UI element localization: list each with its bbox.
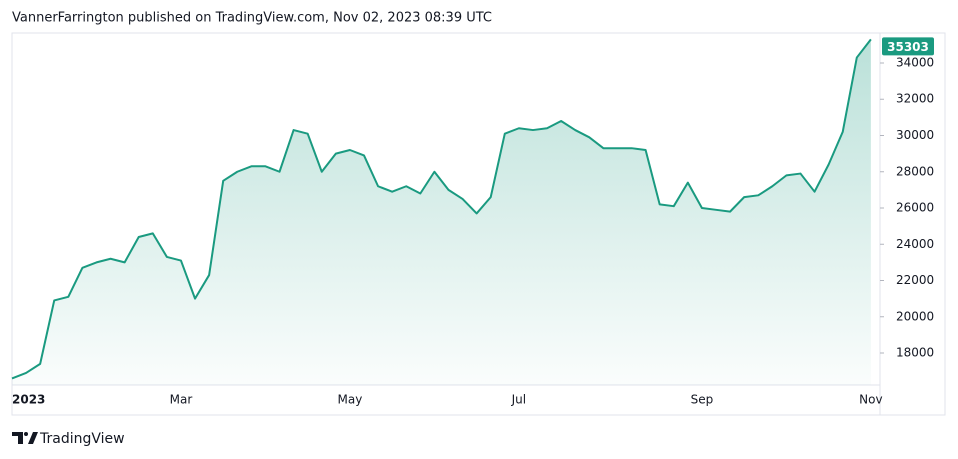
last-price-label: 35303 xyxy=(887,40,929,54)
y-tick-label: 24000 xyxy=(896,237,934,251)
header: VannerFarrington published on TradingVie… xyxy=(12,11,492,26)
brand: TradingView xyxy=(39,431,125,447)
y-tick-label: 20000 xyxy=(896,309,934,323)
x-tick-label: Mar xyxy=(170,393,193,407)
x-tick-label: May xyxy=(338,393,363,407)
x-tick-label: Nov xyxy=(859,393,882,407)
last-price-box xyxy=(882,37,934,56)
y-tick-label: 30000 xyxy=(896,128,934,142)
x-tick-label: Jul xyxy=(511,393,526,407)
area xyxy=(12,39,871,385)
y-tick-label: 18000 xyxy=(896,346,934,360)
x-tick-label: Sep xyxy=(691,393,714,407)
y-tick-label: 26000 xyxy=(896,201,934,215)
y-tick-label: 34000 xyxy=(896,55,934,69)
y-tick-label: 32000 xyxy=(896,92,934,106)
line xyxy=(11,38,872,380)
y-tick-label: 28000 xyxy=(896,164,934,178)
x-tick-label: 2023 xyxy=(12,393,45,407)
frame xyxy=(11,32,946,416)
y-tick-label: 22000 xyxy=(896,273,934,287)
logo xyxy=(12,432,38,444)
